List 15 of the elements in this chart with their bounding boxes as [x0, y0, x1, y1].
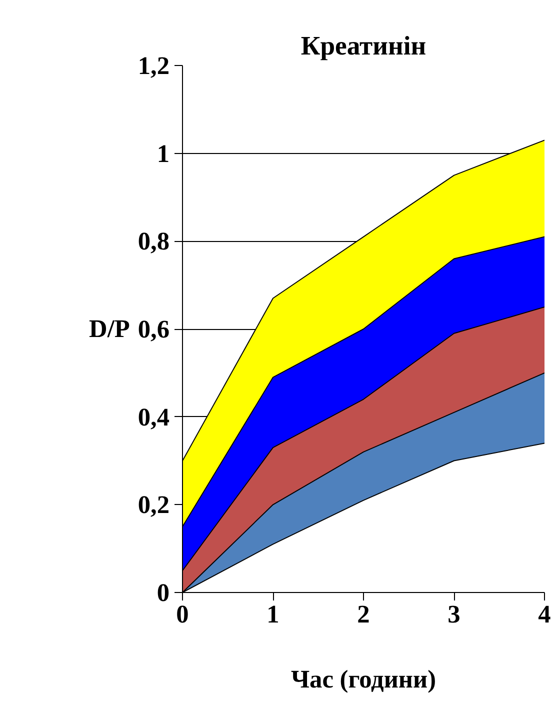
- y-tick-label: 1,2: [138, 52, 170, 80]
- y-axis-title: D/P: [89, 315, 130, 343]
- y-tick-label: 0,2: [138, 491, 170, 520]
- y-tick-label: 0,6: [138, 316, 170, 344]
- y-tick-label: 0,8: [138, 228, 170, 256]
- y-tick-label: 0,4: [138, 403, 170, 432]
- y-tick-label: 0: [156, 579, 170, 607]
- chart-title: Креатинін: [300, 30, 426, 60]
- x-tick-label: 1: [266, 600, 280, 628]
- x-tick-label: 4: [538, 600, 552, 628]
- x-tick-label: 3: [448, 600, 460, 628]
- x-tick-label: 0: [176, 600, 189, 628]
- x-tick-label: 2: [357, 600, 370, 628]
- x-axis-title: Час (години): [290, 666, 436, 694]
- y-tick-label: 1: [156, 140, 170, 168]
